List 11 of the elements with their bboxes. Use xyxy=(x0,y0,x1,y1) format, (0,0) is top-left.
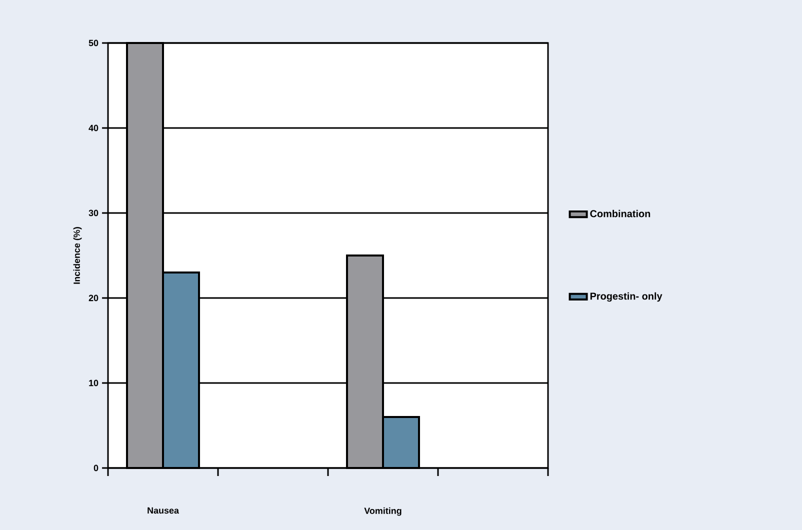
y-tick-label: 0 xyxy=(94,464,98,472)
y-axis-title: Incidence (%) xyxy=(73,227,82,284)
x-tick-label: Vomiting xyxy=(364,507,402,516)
y-tick-label: 50 xyxy=(88,40,98,46)
legend-label: Combination xyxy=(590,210,650,218)
y-tick-label: 40 xyxy=(88,124,98,132)
y-tick-label: 20 xyxy=(88,294,98,302)
y-tick-label: 30 xyxy=(88,210,98,216)
x-tick-label: Nausea xyxy=(148,507,180,514)
y-tick-label: 10 xyxy=(89,380,98,386)
legend-label: Progestin- only xyxy=(590,292,662,302)
